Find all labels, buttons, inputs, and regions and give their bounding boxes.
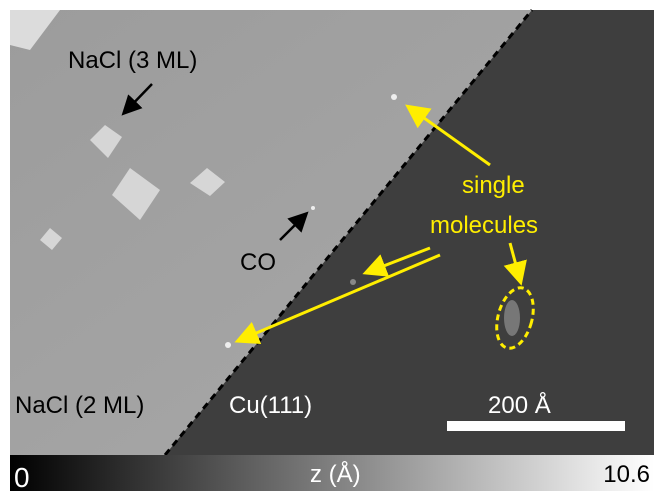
label: single	[462, 172, 525, 199]
figure: NaCl (3 ML) CO NaCl (2 ML) Cu(111) singl…	[0, 0, 654, 491]
label: CO	[240, 249, 276, 276]
colorbar-label: z (Å)	[310, 460, 361, 488]
scale-bar	[447, 421, 625, 431]
label: NaCl (2 ML)	[15, 392, 144, 419]
colorbar-min: 0	[14, 462, 30, 491]
colorbar-max: 10.6	[603, 461, 650, 488]
label: molecules	[430, 212, 538, 239]
label: Cu(111)	[229, 392, 312, 419]
scale-bar-label: 200 Å	[488, 391, 551, 419]
label: NaCl (3 ML)	[68, 47, 197, 74]
